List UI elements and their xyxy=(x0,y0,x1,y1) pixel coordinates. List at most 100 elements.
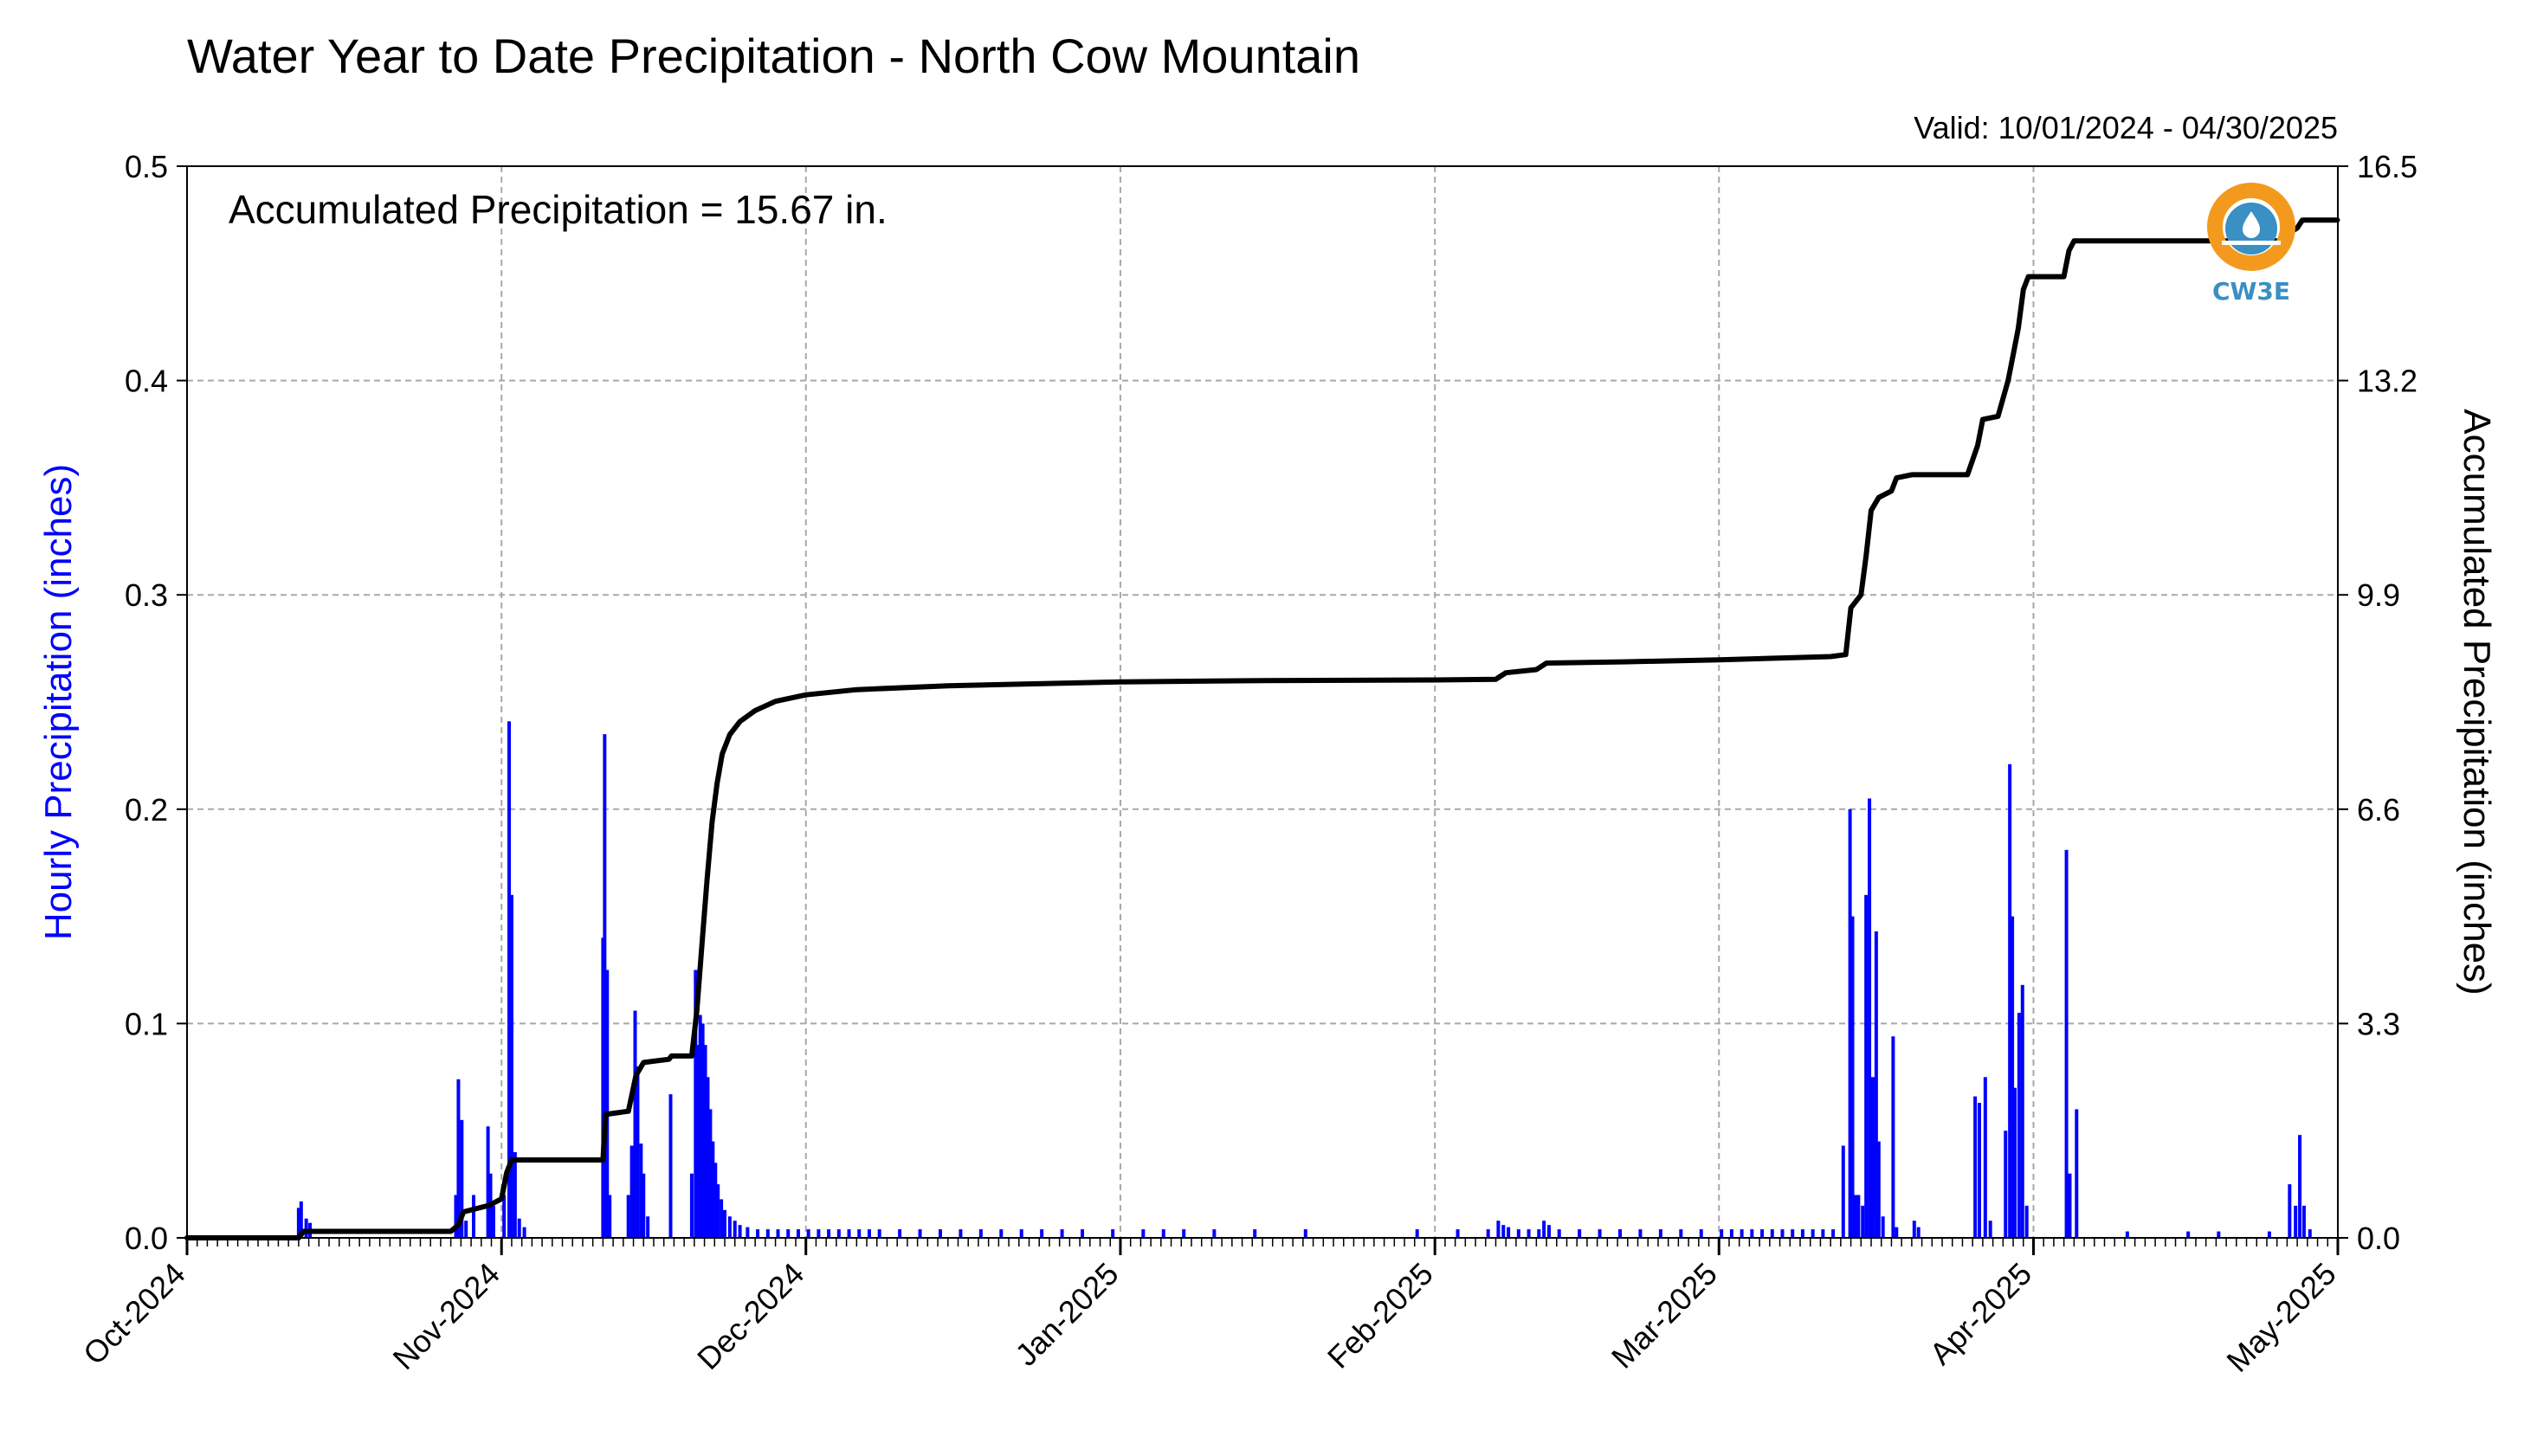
hourly-precip-bar xyxy=(1881,1216,1885,1238)
hourly-precip-bar xyxy=(502,1195,507,1238)
hourly-precip-bar xyxy=(698,1015,702,1238)
hourly-precip-bar xyxy=(1850,916,1855,1238)
hourly-precip-bar xyxy=(938,1229,942,1238)
hourly-precip-bar xyxy=(1988,1221,1992,1238)
hourly-precip-bar xyxy=(695,1045,700,1238)
hourly-precip-bar xyxy=(668,1094,673,1238)
logo-ring xyxy=(2207,183,2295,271)
right-tick-label: 16.5 xyxy=(2357,149,2417,184)
hourly-precip-bar xyxy=(999,1229,1004,1238)
hourly-precip-bar xyxy=(2186,1231,2191,1238)
hourly-precip-bar xyxy=(2298,1135,2302,1238)
hourly-precip-bar xyxy=(1496,1221,1501,1238)
hourly-precip-bar xyxy=(1800,1229,1804,1238)
hourly-precip-bar xyxy=(517,1218,521,1238)
hourly-precip-bar xyxy=(2217,1231,2221,1238)
hourly-precip-bar xyxy=(694,970,698,1238)
hourly-precip-bar xyxy=(918,1229,922,1238)
droplet-icon xyxy=(2243,211,2260,238)
left-tick-label: 0.0 xyxy=(125,1221,168,1256)
hourly-precip-bar xyxy=(1161,1229,1165,1238)
hourly-precip-bar xyxy=(746,1227,750,1238)
hourly-precip-bar xyxy=(1019,1229,1023,1238)
hourly-precip-bar xyxy=(1081,1229,1085,1238)
hourly-precip-bar xyxy=(1527,1229,1531,1238)
hourly-precip-bar xyxy=(1912,1221,1916,1238)
hourly-precip-bar xyxy=(1861,1205,1865,1238)
hourly-precip-bar xyxy=(1729,1229,1733,1238)
hourly-precip-bar xyxy=(1916,1227,1920,1238)
hourly-precip-bar xyxy=(978,1229,983,1238)
hourly-precip-bar xyxy=(1811,1229,1815,1238)
hourly-precip-bar xyxy=(1973,1096,1978,1238)
hourly-precip-bar xyxy=(713,1163,718,1238)
hourly-precip-bar xyxy=(2125,1231,2129,1238)
hourly-precip-bar xyxy=(636,1066,640,1238)
hourly-precip-bar xyxy=(2288,1184,2292,1238)
hourly-precip-bar xyxy=(1841,1145,1845,1238)
hourly-precip-bar xyxy=(1874,931,1878,1238)
left-tick-label: 0.2 xyxy=(125,792,168,828)
hourly-precip-bar xyxy=(836,1229,841,1238)
hourly-precip-bar xyxy=(689,1173,694,1238)
hourly-precipitation-bars xyxy=(296,721,2312,1238)
hourly-precip-bar xyxy=(1760,1229,1765,1238)
hourly-precip-bar xyxy=(1853,1195,1857,1238)
hourly-precip-bar xyxy=(1848,809,1852,1238)
hourly-precip-bar xyxy=(2267,1231,2271,1238)
hourly-precip-bar xyxy=(2004,1131,2008,1238)
hourly-precip-bar xyxy=(733,1221,737,1238)
hourly-precip-bar xyxy=(1547,1225,1552,1238)
hourly-precip-bar xyxy=(1895,1227,1899,1238)
hourly-precip-bar xyxy=(1501,1225,1506,1238)
valid-date-range: Valid: 10/01/2024 - 04/30/2025 xyxy=(1914,110,2338,145)
left-tick-label: 0.3 xyxy=(125,577,168,613)
hourly-precip-bar xyxy=(605,970,610,1238)
hourly-precip-bar xyxy=(1507,1227,1511,1238)
hourly-precip-bar xyxy=(513,1151,517,1238)
hourly-precip-bar xyxy=(1891,1036,1895,1238)
hourly-precip-bar xyxy=(491,1205,495,1238)
hourly-precip-bar xyxy=(1870,1077,1875,1238)
hourly-precip-bar xyxy=(1141,1229,1146,1238)
hourly-precip-bar xyxy=(1868,798,1872,1238)
left-tick-label: 0.5 xyxy=(125,149,168,184)
hourly-precip-bar xyxy=(454,1195,458,1238)
hourly-precip-bar xyxy=(1060,1229,1064,1238)
hourly-precip-bar xyxy=(1618,1229,1623,1238)
hourly-precip-bar xyxy=(2017,1013,2021,1238)
hourly-precip-bar xyxy=(1679,1229,1683,1238)
hourly-precip-bar xyxy=(716,1184,720,1238)
hourly-precip-bar xyxy=(1720,1229,1724,1238)
hourly-precip-bar xyxy=(509,894,513,1238)
hourly-precip-bar xyxy=(1658,1229,1662,1238)
hourly-precip-bar xyxy=(1537,1229,1541,1238)
hourly-precip-bar xyxy=(642,1173,646,1238)
hourly-precip-bar xyxy=(608,1195,612,1238)
hourly-precip-bar xyxy=(1770,1229,1774,1238)
hourly-precip-bar xyxy=(1791,1229,1795,1238)
hourly-precip-bar xyxy=(765,1229,770,1238)
hourly-precip-bar xyxy=(1557,1229,1561,1238)
hourly-precip-bar xyxy=(708,1109,713,1238)
hourly-precip-bar xyxy=(1740,1229,1744,1238)
hourly-precip-bar xyxy=(1303,1229,1307,1238)
hourly-precip-bar xyxy=(1516,1229,1520,1238)
hourly-precip-bar xyxy=(296,1208,300,1238)
hourly-precip-bar xyxy=(711,1141,715,1238)
hourly-precip-bar xyxy=(847,1229,851,1238)
hourly-precip-bar xyxy=(1212,1229,1217,1238)
hourly-precip-bar xyxy=(959,1229,963,1238)
hourly-precip-bar xyxy=(460,1119,464,1238)
hourly-precip-bar xyxy=(817,1229,821,1238)
right-tick-label: 6.6 xyxy=(2357,792,2400,828)
hourly-precip-bar xyxy=(629,1145,634,1238)
right-axis-label: Accumulated Precipitation (inches) xyxy=(2456,409,2498,995)
hourly-precip-bar xyxy=(626,1195,630,1238)
right-tick-label: 3.3 xyxy=(2357,1006,2400,1041)
grid xyxy=(187,166,2338,1238)
hourly-precip-bar xyxy=(2068,1173,2072,1238)
hourly-precip-bar xyxy=(867,1229,871,1238)
hourly-precip-bar xyxy=(727,1216,732,1238)
